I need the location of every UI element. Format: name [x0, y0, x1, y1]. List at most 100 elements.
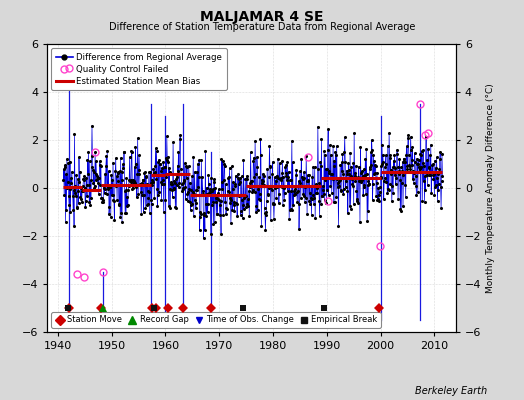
Point [114, 169, 122, 176]
Point [304, 197, 313, 204]
Point [372, 193, 380, 199]
Point [116, 168, 124, 174]
Point [204, 201, 212, 207]
Point [369, 170, 378, 177]
Point [108, 177, 116, 183]
Point [369, 152, 378, 158]
Point [247, 183, 256, 189]
Point [403, 163, 411, 169]
Point [250, 174, 258, 180]
Point [121, 210, 129, 216]
Point [176, 132, 184, 138]
Point [379, 159, 387, 165]
Point [89, 180, 97, 186]
Point [354, 174, 362, 180]
Point [311, 181, 320, 188]
Point [161, 197, 170, 203]
Point [159, 177, 167, 184]
Point [154, 192, 162, 198]
Point [107, 191, 116, 198]
Point [112, 182, 121, 189]
Point [105, 211, 113, 217]
Point [75, 178, 84, 185]
Text: MALJAMAR 4 SE: MALJAMAR 4 SE [200, 10, 324, 24]
Point [99, 199, 107, 205]
Point [195, 227, 204, 234]
Point [331, 199, 339, 205]
Point [190, 191, 199, 198]
Point [223, 192, 232, 198]
Point [292, 172, 300, 178]
Point [283, 158, 291, 165]
Point [147, 180, 155, 186]
Point [212, 211, 221, 217]
Point [287, 176, 296, 183]
Point [195, 157, 203, 163]
Point [255, 174, 264, 180]
Point [111, 182, 119, 189]
Point [222, 204, 231, 211]
Point [85, 182, 93, 188]
Point [242, 193, 250, 199]
Point [117, 210, 125, 217]
Point [142, 173, 150, 179]
Point [138, 177, 147, 183]
Point [425, 152, 434, 158]
Point [233, 213, 242, 219]
Point [277, 184, 286, 190]
Point [166, 186, 174, 192]
Point [406, 163, 414, 169]
Point [100, 184, 108, 191]
Point [175, 180, 183, 186]
Point [241, 193, 249, 200]
Point [270, 174, 279, 181]
Point [138, 192, 146, 198]
Point [321, 152, 329, 158]
Point [419, 147, 428, 153]
Point [79, 176, 88, 182]
Point [257, 152, 265, 158]
Point [127, 148, 136, 154]
Point [262, 209, 270, 215]
Point [272, 172, 281, 179]
Point [404, 132, 412, 138]
Point [381, 161, 390, 167]
Point [164, 159, 172, 166]
Point [180, 178, 188, 185]
Point [82, 198, 90, 204]
Point [177, 166, 185, 172]
Point [244, 196, 252, 202]
Point [188, 173, 196, 180]
Point [133, 170, 141, 177]
Point [263, 198, 271, 204]
Point [160, 163, 169, 170]
Point [116, 214, 124, 220]
Point [266, 164, 274, 170]
Point [165, 202, 173, 209]
Point [109, 160, 117, 166]
Point [198, 174, 206, 180]
Point [158, 181, 167, 187]
Point [388, 164, 397, 170]
Point [382, 152, 390, 158]
Point [215, 197, 223, 203]
Point [299, 191, 307, 198]
Point [271, 185, 279, 192]
Point [323, 187, 332, 194]
Point [221, 181, 230, 188]
Point [291, 186, 299, 192]
Point [435, 156, 444, 162]
Point [328, 171, 336, 178]
Point [69, 206, 78, 213]
Point [264, 191, 272, 197]
Point [75, 154, 83, 160]
Point [293, 188, 302, 194]
Point [218, 186, 226, 192]
Point [250, 189, 259, 195]
Point [311, 164, 319, 170]
Point [131, 180, 139, 186]
Point [212, 199, 220, 206]
Point [151, 145, 160, 151]
Point [344, 160, 353, 167]
Point [242, 204, 250, 210]
